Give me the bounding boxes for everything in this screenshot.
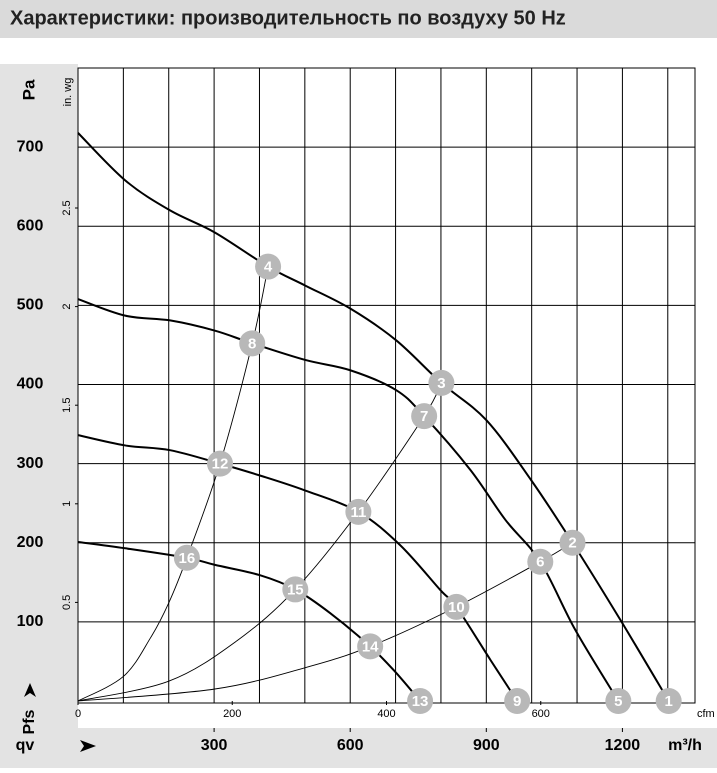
- operating-point: [655, 688, 682, 714]
- operating-point: [443, 593, 470, 620]
- operating-point: [357, 633, 384, 660]
- operating-point: [239, 330, 266, 357]
- operating-point-label: 12: [212, 456, 229, 473]
- y-tick-label: 600: [17, 217, 44, 234]
- y-tick-label: 100: [17, 613, 44, 630]
- fan-curve: [77, 540, 421, 702]
- operating-point-label: 10: [448, 599, 465, 616]
- operating-point-label: 13: [412, 693, 429, 710]
- x-unit-label: m³/h: [668, 737, 702, 754]
- y-axis-label-bottom: Pfs: [21, 709, 38, 734]
- operating-point: [255, 253, 282, 280]
- operating-point-label: 5: [614, 693, 622, 710]
- operating-point-label: 1: [665, 693, 673, 710]
- operating-point-label: 6: [536, 554, 544, 571]
- x-arrow: [80, 740, 96, 752]
- y2-tick-label: 2: [61, 304, 73, 310]
- operating-point-label: 8: [248, 335, 256, 352]
- operating-point: [207, 450, 234, 477]
- operating-point-label: 14: [362, 638, 379, 655]
- plot-frame: [77, 67, 696, 704]
- operating-point-label: 7: [420, 408, 428, 425]
- x-tick-label: 1200: [605, 737, 641, 754]
- operating-point-label: 16: [179, 550, 196, 567]
- x2-tick-label: 0: [75, 708, 81, 720]
- operating-point-label: 2: [568, 535, 576, 552]
- operating-point: [559, 529, 586, 556]
- title-bar: [0, 0, 717, 38]
- operating-point: [345, 498, 372, 525]
- operating-point-label: 4: [264, 259, 273, 276]
- y2-tick-label: 1.5: [61, 398, 73, 413]
- operating-point-label: 3: [437, 375, 445, 392]
- y2-axis-label: in. wg: [62, 78, 74, 107]
- x-tick-label: 300: [201, 737, 228, 754]
- y-axis-band: [0, 64, 78, 730]
- chart-title: Характеристики: производительность по во…: [10, 7, 566, 29]
- operating-point: [605, 688, 632, 714]
- x2-tick-label: 200: [223, 708, 241, 720]
- x2-axis-label: cfm: [697, 708, 715, 720]
- x-axis-label: qv: [16, 737, 35, 754]
- operating-point: [173, 544, 200, 571]
- operating-point: [411, 403, 438, 430]
- operating-point: [428, 369, 455, 396]
- operating-point: [504, 688, 531, 714]
- x-tick-label: 600: [337, 737, 364, 754]
- y-tick-label: 500: [17, 297, 44, 314]
- operating-point: [527, 548, 554, 575]
- x2-tick-label: 400: [377, 708, 395, 720]
- x-axis-band: [0, 728, 717, 768]
- operating-point: [407, 688, 434, 714]
- y2-tick-label: 2.5: [61, 200, 73, 215]
- operating-point-label: 9: [513, 693, 521, 710]
- y2-tick-label: 1: [61, 501, 73, 507]
- x-tick-label: 900: [473, 737, 500, 754]
- operating-point: [282, 576, 309, 603]
- y-tick-label: 700: [17, 138, 44, 155]
- y-tick-label: 300: [17, 455, 44, 472]
- y-tick-label: 200: [17, 534, 44, 551]
- y-arrow: [24, 683, 36, 697]
- operating-point-label: 11: [350, 504, 366, 521]
- y-axis-label: Pa: [19, 79, 38, 100]
- x2-tick-label: 600: [532, 708, 550, 720]
- y-tick-label: 400: [17, 376, 44, 393]
- operating-point-label: 15: [287, 581, 304, 598]
- y2-tick-label: 0.5: [61, 595, 73, 610]
